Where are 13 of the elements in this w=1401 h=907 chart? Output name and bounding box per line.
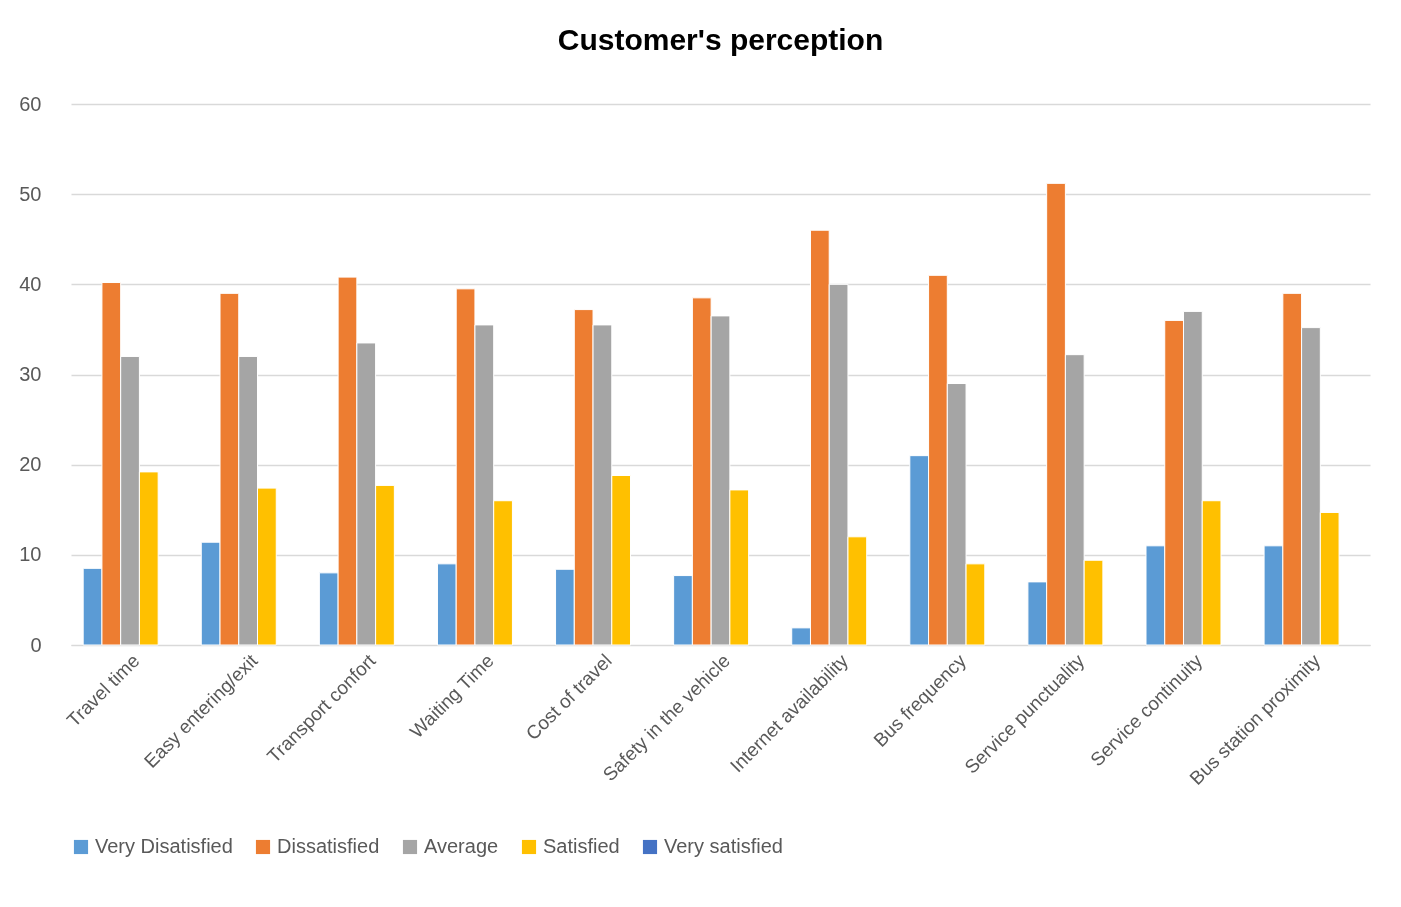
y-tick-label: 30 bbox=[19, 363, 42, 385]
legend-label: Satisfied bbox=[543, 835, 620, 857]
chart-title: Customer's perception bbox=[557, 23, 884, 56]
y-tick-label: 0 bbox=[30, 633, 42, 656]
y-tick-label: 50 bbox=[19, 182, 42, 205]
legend-label: Very Disatisfied bbox=[95, 835, 233, 857]
y-tick-label: 20 bbox=[19, 453, 42, 476]
legend-label: Dissatisfied bbox=[277, 835, 380, 857]
y-tick-label: 60 bbox=[19, 92, 42, 115]
legend-label: Average bbox=[424, 835, 499, 857]
legend-label: Very satisfied bbox=[664, 835, 783, 857]
y-tick-label: 10 bbox=[19, 543, 42, 566]
y-tick-label: 40 bbox=[19, 272, 42, 295]
